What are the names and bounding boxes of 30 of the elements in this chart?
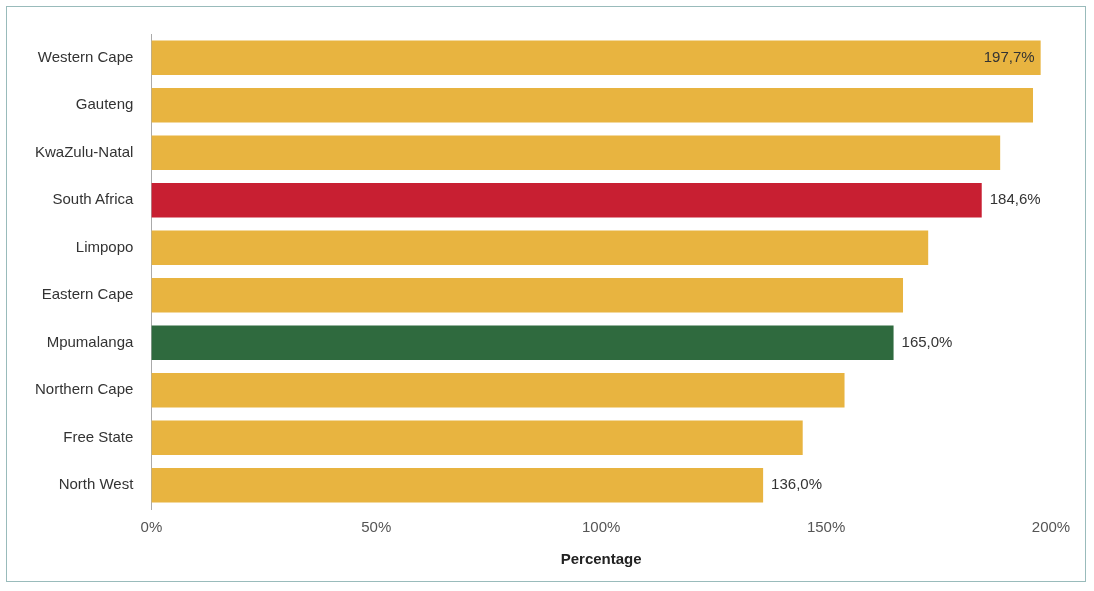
data-label: 197,7% (983, 47, 1035, 65)
data-label: 165,0% (901, 332, 953, 350)
bar (151, 183, 982, 218)
y-tick-label: Northern Cape (35, 380, 134, 398)
bar (151, 420, 803, 455)
bar (151, 135, 1001, 170)
y-tick-label: Gauteng (75, 95, 134, 113)
y-tick-label: Western Cape (37, 47, 134, 65)
bar (151, 325, 894, 360)
y-tick-label: Mpumalanga (46, 332, 135, 350)
y-tick-label: Free State (63, 427, 134, 445)
data-label: 184,6% (989, 190, 1041, 208)
x-tick-label: 50% (361, 518, 392, 536)
y-tick-label: North West (58, 475, 135, 493)
x-tick-label: 0% (140, 518, 163, 536)
bar (151, 468, 764, 503)
bar (151, 278, 904, 313)
bar (151, 230, 929, 265)
x-tick-label: 200% (1031, 518, 1071, 536)
bar (151, 88, 1034, 123)
x-tick-label: 150% (806, 518, 846, 536)
bar (151, 373, 845, 408)
data-label: 136,0% (771, 475, 822, 493)
y-tick-label: Eastern Cape (41, 285, 134, 303)
x-tick-label: 100% (582, 518, 621, 536)
y-tick-label: South Africa (52, 190, 135, 208)
y-tick-label: Limpopo (75, 237, 134, 255)
y-tick-label: KwaZulu-Natal (35, 142, 134, 160)
x-axis-title: Percentage (560, 550, 642, 568)
bar (151, 40, 1041, 75)
